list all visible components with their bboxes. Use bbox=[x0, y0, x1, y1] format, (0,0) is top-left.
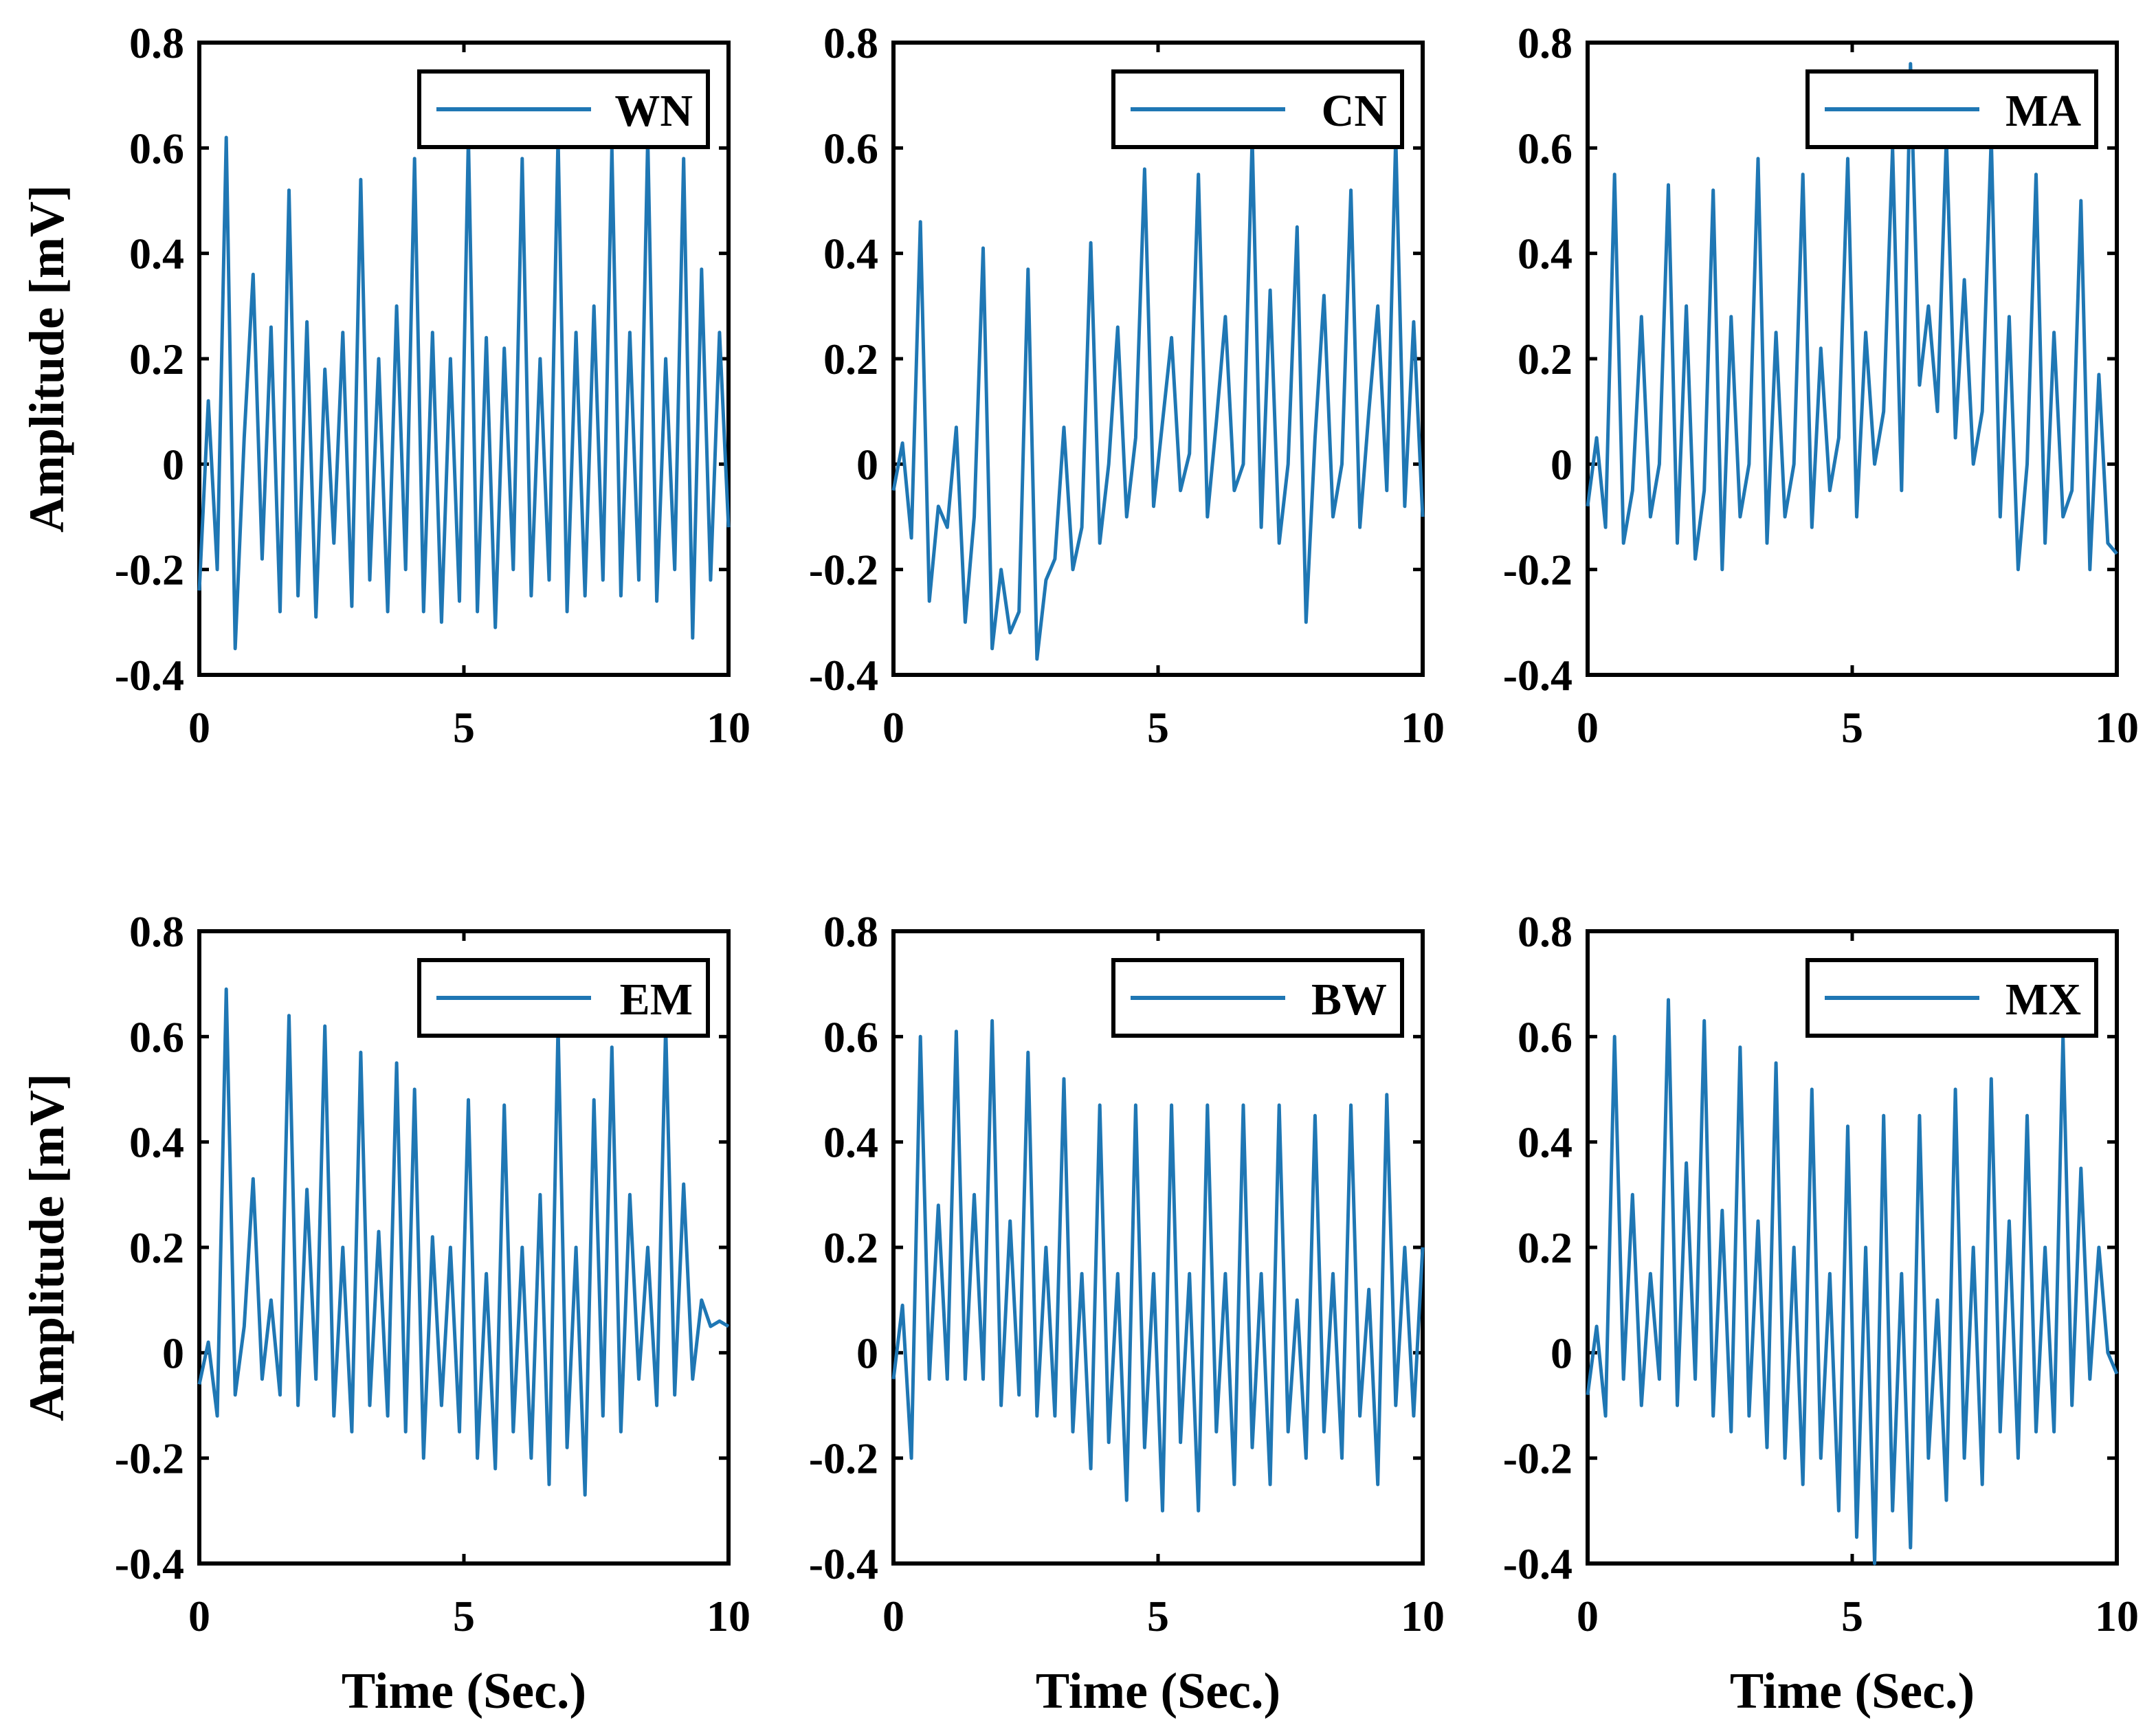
y-tick-label: 0.6 bbox=[1518, 124, 1572, 173]
x-tick-label: 10 bbox=[1401, 703, 1445, 752]
y-tick-label: -0.4 bbox=[1503, 1539, 1572, 1588]
y-tick-label: 0.4 bbox=[823, 230, 878, 278]
x-tick-label: 10 bbox=[2095, 1592, 2139, 1640]
x-tick-label: 5 bbox=[1147, 1592, 1169, 1640]
y-tick-label: 0.6 bbox=[1518, 1012, 1572, 1061]
series-line-ma bbox=[1586, 62, 2118, 572]
y-tick-label: 0.2 bbox=[129, 335, 184, 383]
subplot-cn: -0.4 -0.2 0 0.2 0.4 0.6 0.8 0 5 10 CN bbox=[809, 19, 1445, 752]
subplot-ma: -0.4 -0.2 0 0.2 0.4 0.6 0.8 0 5 10 MA bbox=[1503, 19, 2139, 752]
legend-label: MX bbox=[2005, 975, 2081, 1025]
x-tick-label: 0 bbox=[882, 703, 904, 752]
x-axis-label: Time (Sec.) bbox=[342, 1663, 586, 1720]
series-line-bw bbox=[891, 1019, 1425, 1513]
y-tick-label: 0.6 bbox=[823, 124, 878, 173]
y-axis-label: Amplitude [mV] bbox=[19, 1073, 74, 1421]
y-tick-label: 0.4 bbox=[823, 1118, 878, 1167]
y-tick-label: 0.8 bbox=[129, 907, 184, 956]
y-tick-label: 0.2 bbox=[823, 335, 878, 383]
x-tick-label: 5 bbox=[453, 1592, 475, 1640]
legend: MX bbox=[1805, 958, 2098, 1038]
y-tick-label: 0 bbox=[1551, 1328, 1572, 1377]
legend-label: BW bbox=[1311, 975, 1387, 1025]
series-line-cn bbox=[891, 135, 1425, 661]
y-tick-label: 0.8 bbox=[1518, 19, 1572, 67]
y-tick-label: -0.2 bbox=[115, 1434, 184, 1483]
subplot-bw: -0.4 -0.2 0 0.2 0.4 0.6 0.8 0 5 10 BW bbox=[809, 907, 1445, 1640]
x-tick-label: 0 bbox=[188, 703, 210, 752]
y-tick-label: 0 bbox=[162, 1328, 184, 1377]
legend-label: WN bbox=[614, 86, 693, 136]
y-tick-label: 0.6 bbox=[823, 1012, 878, 1061]
y-tick-label: 0.6 bbox=[129, 124, 184, 173]
x-axis-label: Time (Sec.) bbox=[1730, 1663, 1975, 1720]
y-tick-label: 0.4 bbox=[129, 1118, 184, 1167]
legend: BW bbox=[1111, 958, 1404, 1038]
y-tick-label: -0.4 bbox=[809, 1539, 878, 1588]
legend-label: MA bbox=[2005, 86, 2081, 136]
x-tick-label: 0 bbox=[882, 1592, 904, 1640]
x-tick-label: 0 bbox=[1577, 703, 1599, 752]
subplot-mx: -0.4 -0.2 0 0.2 0.4 0.6 0.8 0 5 10 MX bbox=[1503, 907, 2139, 1640]
x-tick-label: 5 bbox=[1841, 703, 1863, 752]
x-tick-label: 0 bbox=[188, 1592, 210, 1640]
y-tick-label: 0.2 bbox=[129, 1223, 184, 1272]
series-line-em bbox=[197, 987, 730, 1497]
subplot-wn: -0.4 -0.2 0 0.2 0.4 0.6 0.8 0 5 10 WN bbox=[115, 19, 751, 752]
series-line-mx bbox=[1586, 998, 2119, 1566]
legend: MA bbox=[1805, 69, 2098, 149]
x-tick-label: 5 bbox=[1841, 1592, 1863, 1640]
y-tick-label: 0.8 bbox=[823, 19, 878, 67]
y-tick-label: 0.4 bbox=[129, 230, 184, 278]
y-tick-label: 0.4 bbox=[1518, 1118, 1572, 1167]
y-tick-label: -0.4 bbox=[1503, 651, 1572, 700]
y-tick-label: -0.2 bbox=[809, 1434, 878, 1483]
y-tick-label: 0.4 bbox=[1518, 230, 1572, 278]
y-tick-label: 0.2 bbox=[823, 1223, 878, 1272]
legend-label: CN bbox=[1322, 86, 1387, 136]
y-tick-label: 0.6 bbox=[129, 1012, 184, 1061]
y-tick-label: 0.8 bbox=[823, 907, 878, 956]
x-tick-label: 5 bbox=[453, 703, 475, 752]
y-tick-label: -0.4 bbox=[809, 651, 878, 700]
x-tick-label: 10 bbox=[2095, 703, 2139, 752]
x-tick-label: 10 bbox=[1401, 1592, 1445, 1640]
y-tick-label: -0.2 bbox=[1503, 546, 1572, 594]
y-tick-label: 0.8 bbox=[129, 19, 184, 67]
legend: WN bbox=[417, 69, 710, 149]
y-tick-label: -0.4 bbox=[115, 1539, 184, 1588]
y-tick-label: 0.8 bbox=[1518, 907, 1572, 956]
y-tick-label: -0.2 bbox=[1503, 1434, 1572, 1483]
y-tick-label: 0 bbox=[856, 440, 878, 489]
y-axis-label: Amplitude [mV] bbox=[19, 185, 74, 533]
y-tick-label: -0.2 bbox=[809, 546, 878, 594]
y-tick-label: 0.2 bbox=[1518, 335, 1572, 383]
x-tick-label: 5 bbox=[1147, 703, 1169, 752]
legend-label: EM bbox=[620, 975, 693, 1025]
y-tick-label: 0 bbox=[162, 440, 184, 489]
y-tick-label: -0.4 bbox=[115, 651, 184, 700]
y-tick-label: 0 bbox=[856, 1328, 878, 1377]
x-axis-label: Time (Sec.) bbox=[1036, 1663, 1280, 1720]
legend: CN bbox=[1111, 69, 1404, 149]
series-line-wn bbox=[197, 135, 731, 651]
y-tick-label: 0.2 bbox=[1518, 1223, 1572, 1272]
x-tick-label: 0 bbox=[1577, 1592, 1599, 1640]
x-tick-label: 10 bbox=[707, 1592, 751, 1640]
y-tick-label: 0 bbox=[1551, 440, 1572, 489]
legend: EM bbox=[417, 958, 710, 1038]
subplot-em: -0.4 -0.2 0 0.2 0.4 0.6 0.8 0 5 10 EM bbox=[115, 907, 751, 1640]
y-tick-label: -0.2 bbox=[115, 546, 184, 594]
x-tick-label: 10 bbox=[707, 703, 751, 752]
